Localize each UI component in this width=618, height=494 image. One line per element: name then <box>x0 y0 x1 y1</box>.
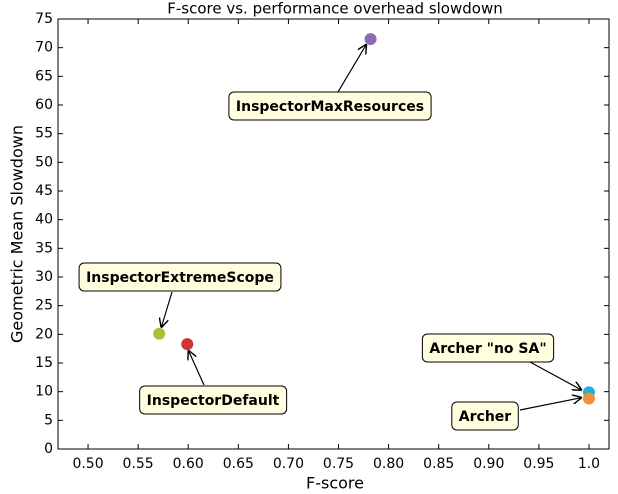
y-tick-label: 45 <box>35 183 53 199</box>
annotation-box <box>421 333 555 363</box>
annotation-label: InspectorDefault <box>147 393 280 409</box>
x-tick-label: 1.0 <box>578 456 600 472</box>
point <box>181 338 194 351</box>
x-tick-label: 0.80 <box>373 456 404 472</box>
y-tick-label: 40 <box>35 212 53 228</box>
y-tick-label: 30 <box>35 269 53 285</box>
y-tick-label: 75 <box>35 11 53 27</box>
y-axis-label: Geometric Mean Slowdown <box>8 125 27 343</box>
x-tick-label: 0.60 <box>173 456 204 472</box>
y-tick-label: 0 <box>44 441 53 457</box>
x-tick-label: 0.55 <box>123 456 154 472</box>
chart-title: F-score vs. performance overhead slowdow… <box>167 0 502 18</box>
annotation-label: InspectorMaxResources <box>236 99 424 115</box>
y-tick-label: 60 <box>35 97 53 113</box>
annotation-label: Archer "no SA" <box>429 341 546 357</box>
y-tick-label: 70 <box>35 40 53 56</box>
annotation-box <box>228 91 432 121</box>
annotation-arrow <box>188 350 205 386</box>
x-tick-label: 0.50 <box>72 456 103 472</box>
annotation-label: InspectorExtremeScope <box>86 270 274 286</box>
y-tick-label: 65 <box>35 68 53 84</box>
annotation-box <box>451 401 519 431</box>
x-tick-label: 0.95 <box>523 456 554 472</box>
point <box>364 33 377 46</box>
annotation-box <box>139 385 288 415</box>
annotation-arrow <box>161 291 173 328</box>
annotation-label: Archer <box>459 409 512 425</box>
annotation-arrow <box>529 361 582 390</box>
y-tick-label: 50 <box>35 154 53 170</box>
y-tick-label: 35 <box>35 240 53 256</box>
y-tick-label: 55 <box>35 126 53 142</box>
x-axis-label: F-score <box>306 474 364 493</box>
x-tick-label: 0.70 <box>273 456 304 472</box>
x-tick-label: 0.65 <box>223 456 254 472</box>
y-tick-label: 25 <box>35 298 53 314</box>
y-tick-label: 20 <box>35 326 53 342</box>
x-tick-label: 0.75 <box>323 456 354 472</box>
point <box>153 327 166 340</box>
y-tick-label: 15 <box>35 355 53 371</box>
point <box>582 392 595 405</box>
annotation-box <box>78 262 282 292</box>
annotation-arrow <box>337 44 367 93</box>
y-tick-label: 5 <box>44 412 53 428</box>
x-tick-label: 0.85 <box>423 456 454 472</box>
plot-frame <box>57 18 610 450</box>
y-tick-label: 10 <box>35 384 53 400</box>
x-tick-label: 0.90 <box>473 456 504 472</box>
annotation-arrow <box>519 398 582 411</box>
